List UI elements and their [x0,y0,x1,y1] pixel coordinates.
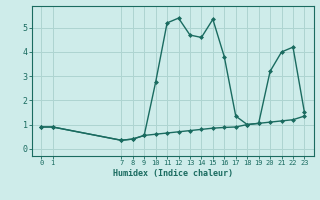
X-axis label: Humidex (Indice chaleur): Humidex (Indice chaleur) [113,169,233,178]
